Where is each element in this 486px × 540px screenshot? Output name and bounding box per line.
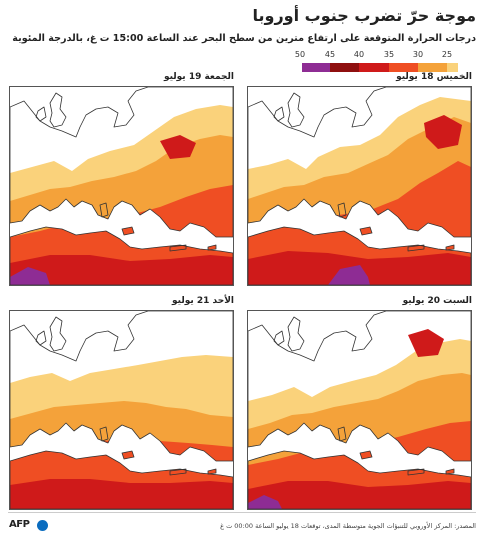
legend-swatch-35-40: [389, 63, 418, 72]
legend-swatch-25-30: [447, 63, 458, 72]
map-panel-sunday: [9, 310, 234, 510]
legend-label-25: 25: [441, 50, 453, 59]
map-panel-friday: [9, 86, 234, 286]
europe-temperature-map: [248, 87, 471, 285]
legend-label-50: 50: [294, 50, 306, 59]
zone-40-45: [248, 481, 471, 509]
legend-swatch-30-35: [418, 63, 447, 72]
zone-40-45: [10, 479, 233, 509]
zone-40-45-inland: [160, 135, 196, 159]
page-subtitle: درجات الحرارة المتوقعة على ارتفاع مترين …: [12, 33, 476, 44]
europe-temperature-map: [10, 87, 233, 285]
map-panel-saturday: [247, 310, 472, 510]
page-title: موجة حرّ تضرب جنوب أوروبا: [252, 6, 476, 25]
coastlines: [248, 311, 471, 509]
temperature-legend: 50 45 40 35 30 25: [295, 50, 458, 76]
zone-50-plus: [328, 265, 370, 285]
legend-label-30: 30: [412, 50, 424, 59]
zone-50-plus: [248, 495, 282, 509]
legend-swatch-45-50: [330, 63, 359, 72]
legend-swatch-50-plus: [302, 63, 330, 72]
coastlines: [10, 311, 233, 509]
legend-label-45: 45: [324, 50, 336, 59]
coastlines: [10, 87, 233, 285]
europe-temperature-map: [10, 311, 233, 509]
afp-logo-dot: [37, 520, 48, 531]
panel-label-friday: الجمعة 19 يوليو: [163, 72, 234, 82]
coastlines: [248, 87, 471, 285]
zone-40-45-inland: [408, 329, 444, 357]
europe-temperature-map: [248, 311, 471, 509]
legend-swatch-40-45: [359, 63, 389, 72]
zone-40-45: [10, 255, 233, 285]
panel-label-thursday: الخميس 18 يوليو: [396, 72, 472, 82]
legend-label-35: 35: [383, 50, 395, 59]
legend-label-40: 40: [353, 50, 365, 59]
zone-40-45-inland: [424, 115, 462, 149]
source-note: المصدر: المركز الأوروبي للتنبؤات الجوية …: [220, 522, 476, 530]
panel-label-saturday: السبت 20 يوليو: [402, 296, 472, 306]
footer-divider: [8, 512, 476, 513]
map-panel-thursday: [247, 86, 472, 286]
zone-50-plus: [10, 267, 50, 285]
panel-label-sunday: الأحد 21 يوليو: [172, 296, 234, 306]
